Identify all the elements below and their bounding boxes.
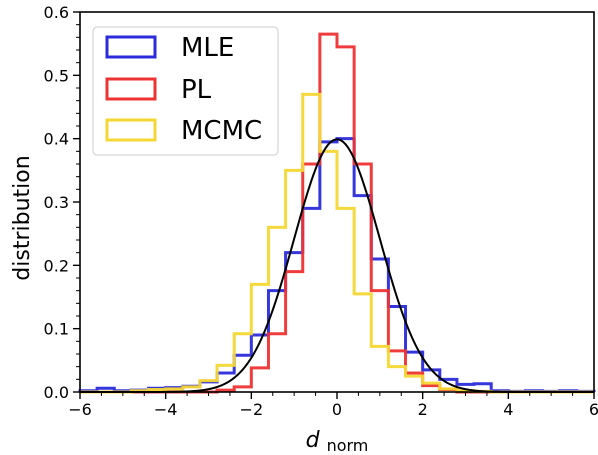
legend-label-pl: PL: [181, 75, 212, 105]
y-tick-label: 0.6: [44, 3, 69, 22]
x-axis-label-main: d: [306, 428, 321, 453]
x-tick-label: −2: [240, 400, 264, 419]
legend-swatch-mcmc: [105, 118, 157, 142]
y-tick-label: 0.2: [44, 256, 69, 275]
legend-label-mcmc: MCMC: [181, 116, 262, 146]
y-axis-label: distribution: [10, 155, 35, 280]
x-axis-label: d norm: [306, 428, 369, 455]
legend-swatch-pl: [105, 77, 157, 101]
legend-frame: [92, 26, 279, 156]
legend-label-mle: MLE: [181, 33, 234, 63]
x-tick-label: −4: [154, 400, 178, 419]
x-tick-label: 6: [589, 400, 598, 419]
y-tick-label: 0.1: [44, 320, 69, 339]
legend: MLE PL MCMC: [92, 26, 279, 156]
y-tick-label: 0.0: [44, 383, 69, 402]
x-tick-label: 4: [503, 400, 513, 419]
y-tick-label: 0.3: [44, 193, 69, 212]
legend-swatch-mle: [105, 35, 157, 59]
x-tick-label: 2: [418, 400, 428, 419]
y-axis: 0.0 0.1 0.2 0.3 0.4 0.5 0.6: [44, 3, 80, 402]
y-tick-label: 0.4: [44, 130, 69, 149]
x-tick-label: 0: [332, 400, 342, 419]
y-tick-label: 0.5: [44, 66, 69, 85]
x-axis-label-subscript: norm: [327, 436, 369, 455]
x-tick-label: −6: [68, 400, 92, 419]
x-axis: −6 −4 −2 0 2 4 6: [68, 392, 598, 419]
